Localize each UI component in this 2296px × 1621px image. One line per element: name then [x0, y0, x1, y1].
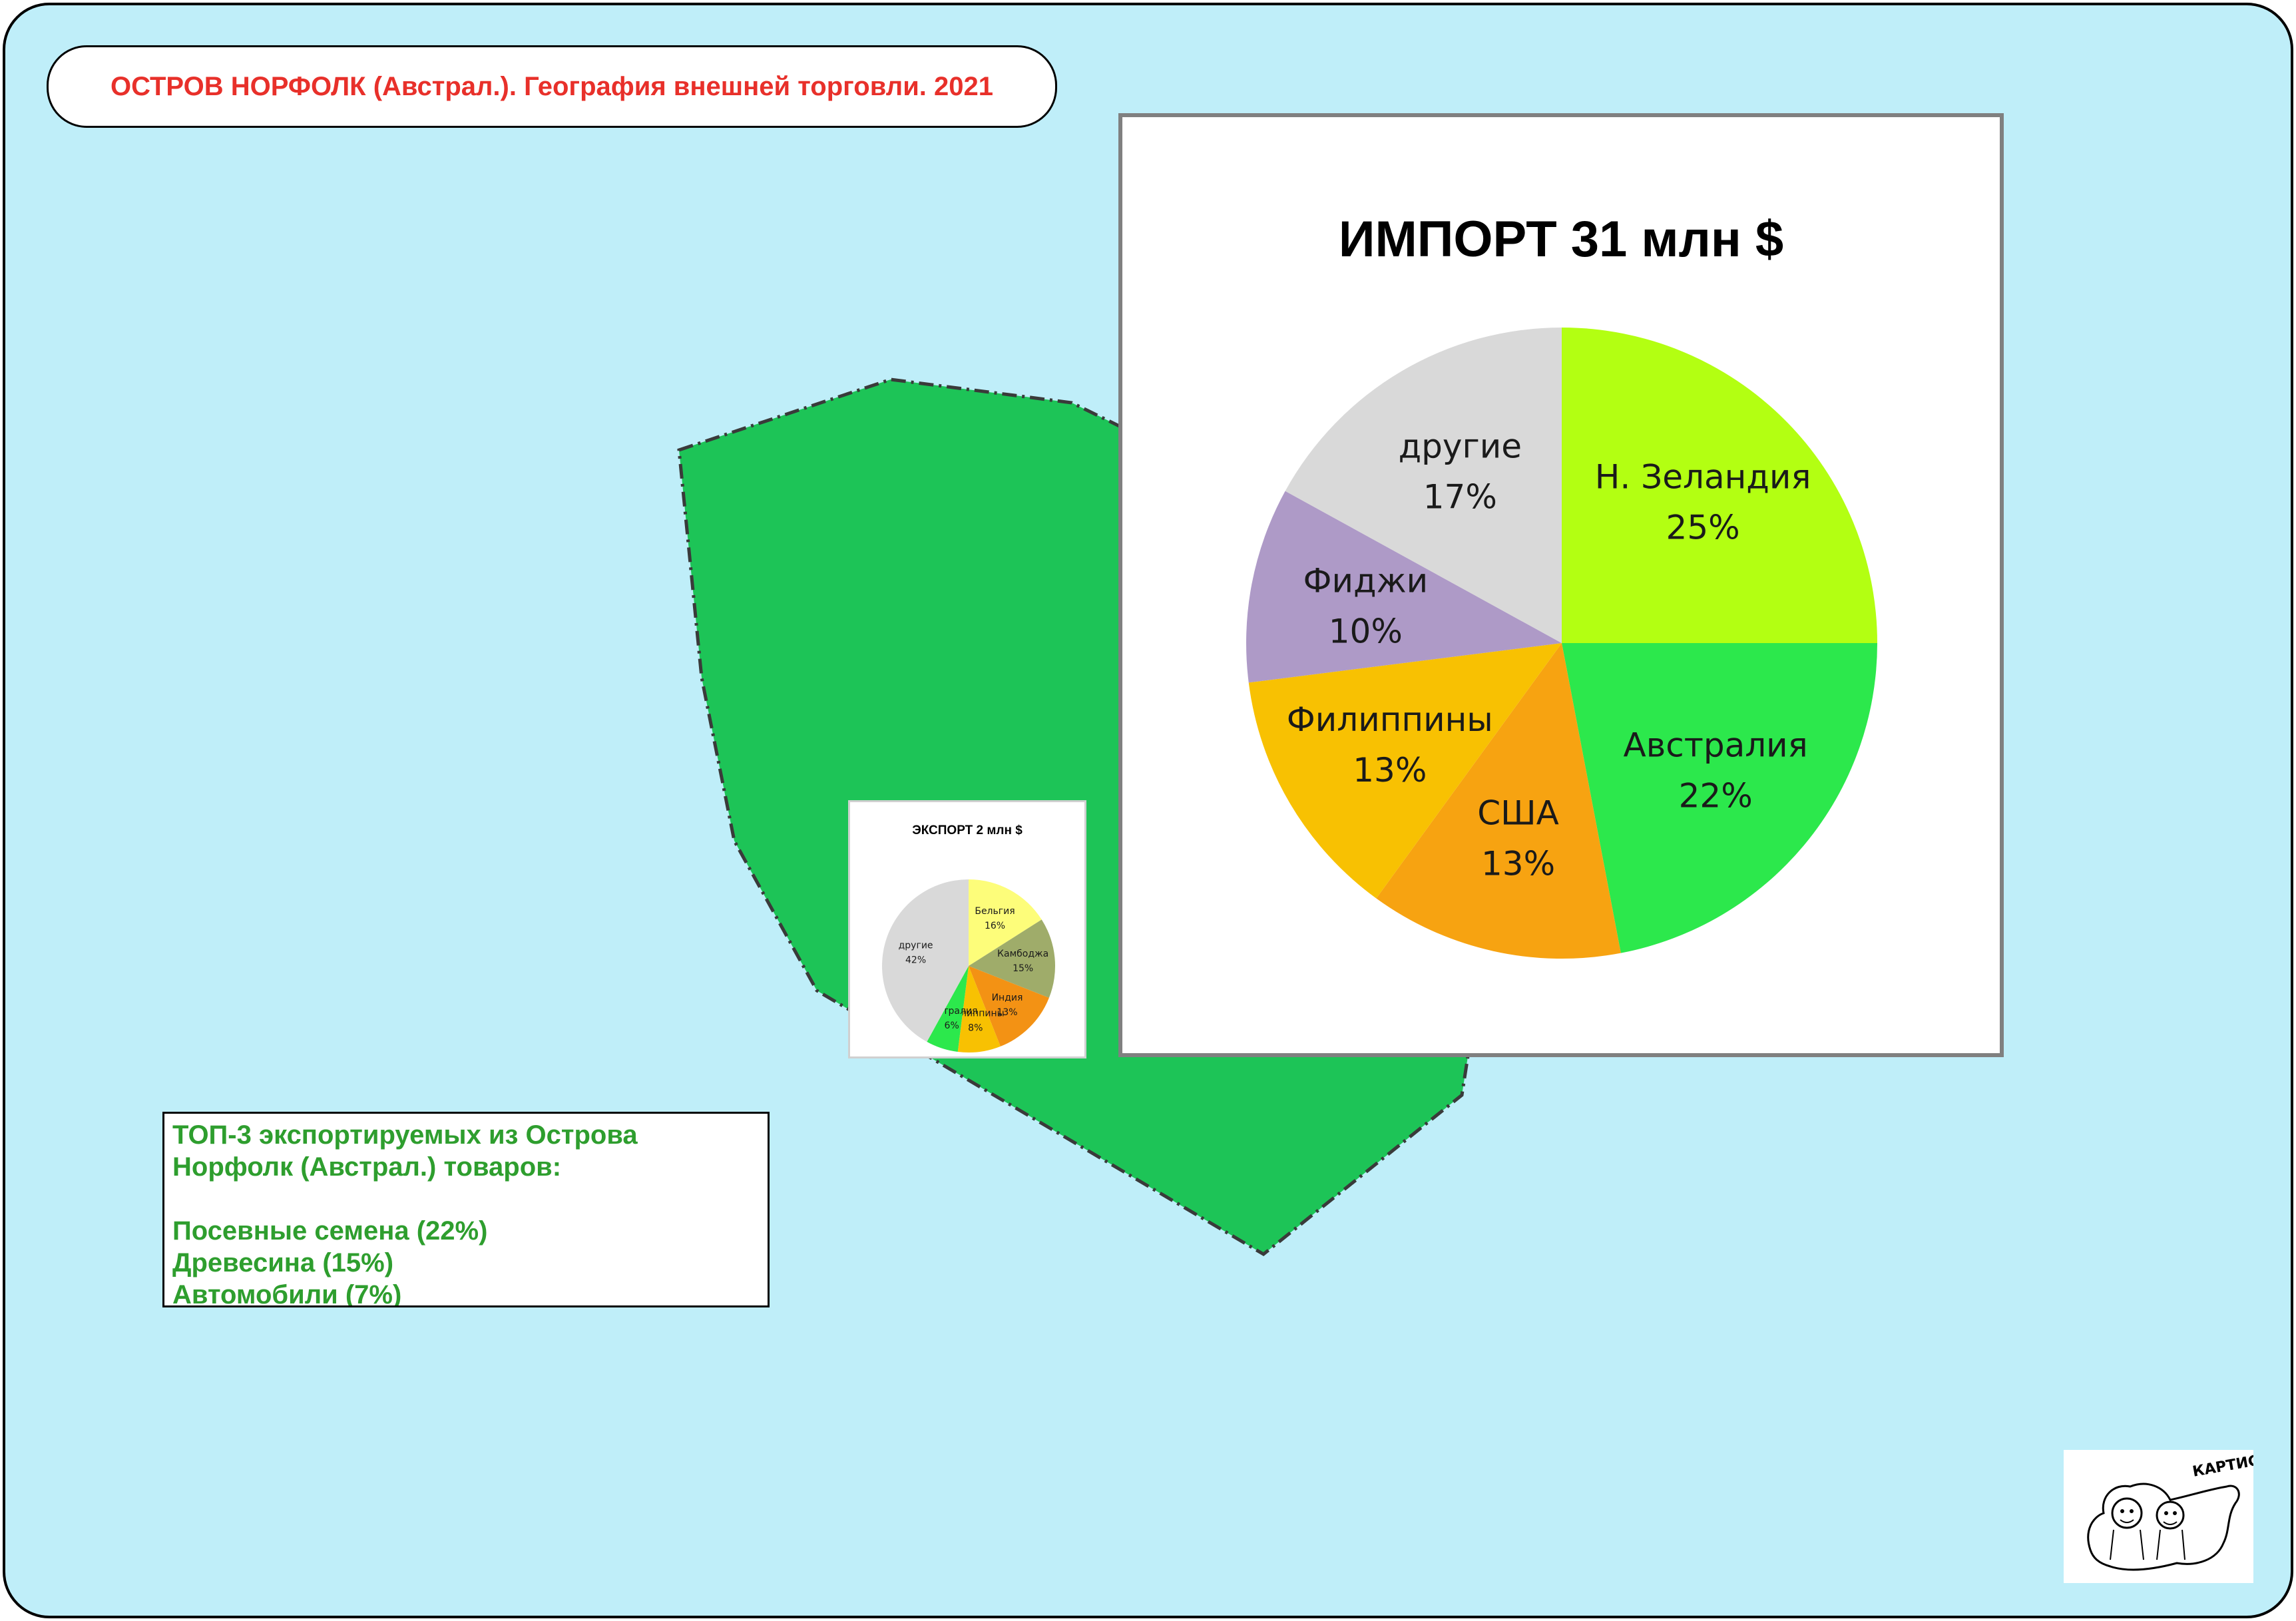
- export-slice-percent: 42%: [905, 955, 926, 966]
- export-slice-label: Бельгия: [975, 906, 1015, 917]
- export-slice: [969, 919, 1055, 998]
- map-frame: ОСТРОВ НОРФОЛК (Австрал.). География вне…: [3, 3, 2293, 1618]
- top3-heading-line1: ТОП-3 экспортируемых из Острова: [172, 1120, 638, 1150]
- import-slice-label: Фиджи: [1303, 561, 1428, 600]
- export-slice-label: Камбоджа: [997, 949, 1048, 959]
- title-box: ОСТРОВ НОРФОЛК (Австрал.). География вне…: [47, 45, 1057, 128]
- logo-text: КАРТИСТ: [2191, 1451, 2253, 1481]
- top3-exports-box: ТОП-3 экспортируемых из Острова Норфолк …: [162, 1112, 770, 1307]
- export-pie-chart: Бельгия16%Камбоджа15%Индия13%Филиппины8%…: [882, 879, 1055, 1052]
- import-slice-percent: 22%: [1679, 777, 1753, 815]
- import-chart-title: ИМПОРТ 31 млн $: [1338, 211, 1784, 268]
- top3-heading-line2: Норфолк (Австрал.) товаров:: [172, 1152, 562, 1182]
- export-chart-panel: ЭКСПОРТ 2 млн $ Бельгия 16% Камбоджа 15% Инд…: [848, 800, 1086, 1058]
- import-slice-label: другие: [1399, 427, 1522, 465]
- export-slice: [957, 966, 1001, 1052]
- export-slice-percent: 13%: [997, 1007, 1017, 1018]
- import-slice-percent: 17%: [1423, 477, 1497, 516]
- import-slice: [1562, 328, 1877, 643]
- import-slice-label: Филиппины: [1287, 700, 1493, 739]
- page-title: ОСТРОВ НОРФОЛК (Австрал.). География вне…: [110, 71, 993, 101]
- import-slice: [1285, 328, 1562, 643]
- kartist-logo: КАРТИСТ: [2064, 1450, 2270, 1583]
- import-slice-percent: 13%: [1353, 751, 1427, 790]
- top3-item: Автомобили (7%): [172, 1280, 402, 1307]
- import-slice-percent: 25%: [1666, 508, 1740, 547]
- kartist-logo-drawing: КАРТИСТ: [2087, 1451, 2270, 1571]
- export-slice-percent: 6%: [945, 1021, 959, 1031]
- export-slice: [969, 879, 1042, 966]
- import-pie-chart: Н. Зеландия 25% Австралия 22% США 13% Филиппин…: [1246, 328, 1877, 959]
- import-slice-percent: 10%: [1329, 612, 1403, 650]
- export-slice: [882, 879, 969, 1042]
- import-slice-label: Австралия: [1624, 726, 1808, 765]
- top3-item: Посевные семена (22%): [172, 1216, 488, 1246]
- import-slice: [1562, 643, 1877, 953]
- export-slice-label: другие: [899, 941, 933, 951]
- export-chart-title: ЭКСПОРТ 2 млн $: [912, 823, 1023, 837]
- export-slice: [927, 966, 969, 1052]
- import-slice-label: Н. Зеландия: [1595, 457, 1811, 496]
- import-slice: [1376, 643, 1621, 959]
- import-slice: [1248, 643, 1562, 899]
- import-slice-label: США: [1477, 794, 1559, 832]
- export-slice-label: Индия: [992, 993, 1023, 1003]
- export-slice-percent: 8%: [968, 1023, 983, 1033]
- export-slice: [969, 966, 1049, 1046]
- export-slice-percent: 15%: [1013, 963, 1033, 974]
- export-slice-percent: 16%: [985, 921, 1005, 931]
- import-chart-panel: ИМПОРТ 31 млн $ Н. Зеландия 25% Австралия 2…: [1118, 113, 2004, 1057]
- top3-item: Древесина (15%): [172, 1248, 394, 1277]
- import-slice-percent: 13%: [1481, 844, 1555, 883]
- import-slice: [1246, 491, 1562, 683]
